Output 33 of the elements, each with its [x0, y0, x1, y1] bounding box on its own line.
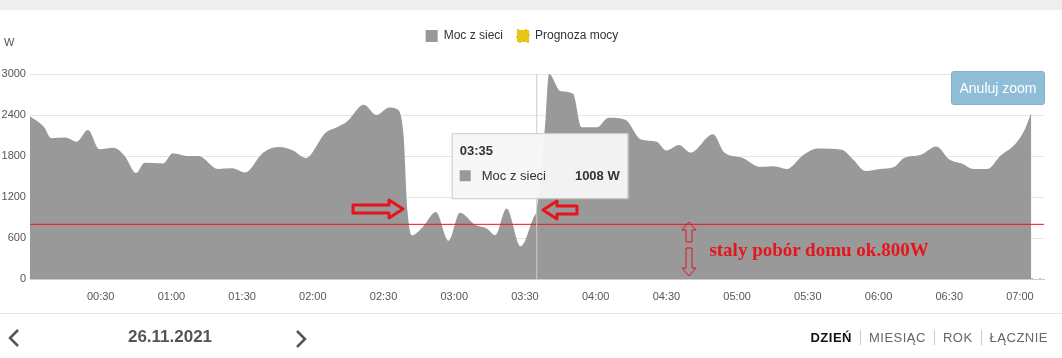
annotation: 1008 W [574, 167, 621, 183]
legend-label: Prognoza mocy [534, 28, 619, 43]
y-tick-label: 600 [7, 231, 26, 244]
y-tick-label: 3000 [1, 67, 26, 80]
text: MIESIĄC [859, 330, 934, 345]
y-tick-label: 2400 [1, 108, 26, 121]
text: ROK [933, 330, 981, 345]
x-tick-label: 06:30 [935, 289, 964, 302]
text: DZIEŃ [809, 330, 853, 345]
x-tick-label: 00:30 [86, 289, 115, 302]
x-tick-label: 04:30 [652, 289, 681, 302]
x-tick-label: 05:30 [794, 289, 822, 302]
y-tick-label: 0 [19, 272, 26, 285]
annotation: Anuluj zoom [951, 71, 1045, 105]
x-tick-label: 01:30 [228, 289, 256, 302]
legend-label: Moc z sieci [481, 167, 547, 183]
x-tick-label: 01:00 [157, 289, 186, 302]
x-tick-label: 07:00 [1006, 289, 1034, 302]
x-tick-label: 03:00 [440, 289, 469, 302]
text: Moc z sieci [443, 28, 503, 43]
x-tick-label: 04:00 [581, 289, 610, 302]
annotation: 03:35 [459, 142, 493, 158]
x-tick-label: 05:00 [723, 289, 751, 302]
text: ŁĄCZNIE [980, 330, 1056, 345]
y-axis-title: W [4, 36, 15, 49]
x-tick-label: 03:30 [511, 289, 539, 302]
x-tick-label: 02:00 [299, 289, 327, 302]
y-tick-label: 1200 [1, 190, 26, 203]
y-tick-label: 1800 [1, 149, 26, 162]
x-tick-label: 06:00 [864, 289, 893, 302]
text: 26.11.2021 [126, 327, 214, 347]
x-tick-label: 02:30 [369, 289, 398, 302]
legend-label: staly pobór domu ok.800W [709, 239, 929, 261]
